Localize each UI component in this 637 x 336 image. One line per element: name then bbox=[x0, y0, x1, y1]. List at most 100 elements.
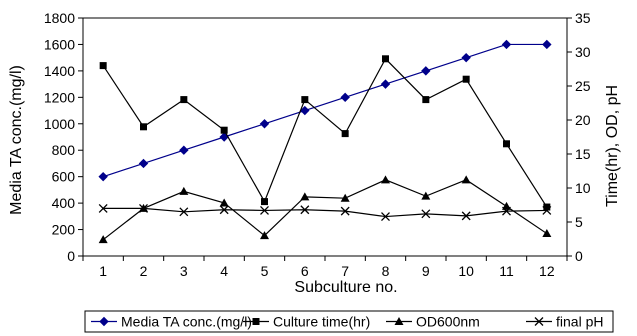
x-tick-label: 9 bbox=[422, 263, 430, 279]
y-left-tick-label: 1600 bbox=[44, 36, 75, 52]
data-point bbox=[98, 171, 108, 182]
y-axis-left-title: Media TA conc.(mg/l) bbox=[8, 65, 25, 215]
y-left-tick-label: 400 bbox=[52, 195, 76, 211]
data-point bbox=[542, 39, 552, 50]
legend-label: Media TA conc.(mg/l) bbox=[121, 314, 252, 330]
x-tick-label: 12 bbox=[539, 263, 555, 279]
data-point bbox=[261, 198, 268, 206]
y-left-tick-label: 1400 bbox=[44, 63, 75, 79]
legend-label: OD600nm bbox=[416, 314, 480, 330]
x-tick-label: 7 bbox=[341, 263, 349, 279]
x-tick-label: 3 bbox=[180, 263, 188, 279]
data-point bbox=[220, 126, 228, 134]
plot-frame bbox=[82, 17, 568, 257]
y-right-tick-label: 35 bbox=[575, 10, 591, 26]
data-point bbox=[140, 123, 147, 131]
data-point bbox=[502, 206, 511, 216]
series-3 bbox=[98, 203, 552, 222]
series-layer bbox=[98, 39, 552, 244]
data-point bbox=[179, 186, 189, 195]
y-right-tick-label: 30 bbox=[575, 44, 591, 60]
data-point bbox=[542, 205, 552, 215]
data-point bbox=[219, 198, 229, 207]
legend-entry: final pH bbox=[526, 314, 603, 330]
data-point bbox=[179, 145, 189, 155]
data-point bbox=[340, 193, 350, 202]
data-point bbox=[300, 205, 310, 215]
data-point bbox=[341, 130, 349, 138]
data-point bbox=[340, 206, 350, 216]
data-point bbox=[259, 119, 270, 129]
legend-entry: OD600nm bbox=[386, 314, 480, 330]
x-tick-label: 5 bbox=[261, 263, 269, 279]
axes: 0 200 400 600 800 1000 1200 1400 1600 1800 0 5 10 15 2… bbox=[44, 10, 591, 279]
y-right-tick-label: 0 bbox=[575, 248, 583, 264]
data-point bbox=[98, 235, 108, 244]
data-point bbox=[300, 192, 310, 201]
data-point bbox=[99, 62, 107, 70]
data-point bbox=[301, 96, 309, 104]
legend-entry: Culture time(hr) bbox=[243, 314, 370, 330]
data-point bbox=[260, 205, 269, 215]
data-point bbox=[502, 201, 511, 210]
legend-box bbox=[84, 310, 614, 333]
y-left-tick-label: 600 bbox=[52, 169, 76, 185]
data-point bbox=[501, 39, 512, 50]
data-point bbox=[180, 96, 188, 104]
legend-marker bbox=[99, 316, 109, 327]
series-line bbox=[103, 207, 547, 218]
data-point bbox=[382, 55, 389, 63]
data-point bbox=[380, 79, 391, 89]
x-tick-label: 4 bbox=[220, 263, 228, 279]
y-axis-right-title: Time(hr), OD, pH bbox=[604, 85, 621, 207]
series-line bbox=[102, 57, 548, 208]
series-1 bbox=[99, 55, 551, 211]
x-tick-label: 11 bbox=[499, 263, 514, 279]
data-point bbox=[461, 175, 471, 184]
legend: Media TA conc.(mg/l) Culture time(hr) OD60… bbox=[84, 310, 614, 333]
data-point bbox=[139, 203, 148, 213]
y-left-tick-label: 800 bbox=[52, 142, 76, 158]
data-point bbox=[260, 231, 269, 240]
data-point bbox=[461, 52, 471, 63]
y-left-tick-label: 1000 bbox=[44, 116, 75, 132]
series-0 bbox=[98, 39, 552, 182]
legend-marker bbox=[394, 317, 404, 325]
series-line bbox=[102, 179, 548, 241]
data-point bbox=[381, 175, 390, 184]
data-point bbox=[179, 207, 189, 217]
data-point bbox=[219, 205, 229, 215]
data-point bbox=[461, 211, 471, 221]
data-point bbox=[138, 158, 149, 169]
y-left-tick-label: 1800 bbox=[44, 10, 75, 26]
data-point bbox=[543, 203, 551, 211]
data-point bbox=[340, 92, 350, 103]
legend-marker bbox=[534, 317, 544, 326]
x-tick-label: 2 bbox=[140, 263, 148, 279]
y-right-tick-label: 25 bbox=[575, 78, 591, 94]
data-point bbox=[421, 209, 431, 219]
x-tick-label: 10 bbox=[458, 263, 474, 279]
series-2 bbox=[98, 175, 552, 244]
y-left-tick-label: 1200 bbox=[44, 89, 75, 105]
data-point bbox=[542, 229, 552, 238]
data-point bbox=[503, 140, 510, 148]
y-right-tick-label: 15 bbox=[575, 146, 591, 162]
y-right-tick-label: 10 bbox=[575, 180, 591, 196]
x-tick-label: 8 bbox=[382, 263, 390, 279]
y-left-tick-label: 200 bbox=[52, 222, 76, 238]
y-right-tick-label: 20 bbox=[575, 112, 591, 128]
data-point bbox=[381, 212, 390, 222]
legend-label: final pH bbox=[556, 314, 603, 330]
data-point bbox=[421, 191, 431, 200]
legend-entry: Media TA conc.(mg/l) bbox=[91, 314, 252, 330]
data-point bbox=[98, 203, 108, 213]
data-point bbox=[422, 96, 430, 104]
x-axis-title: Subculture no. bbox=[294, 279, 397, 296]
series-line bbox=[102, 43, 547, 178]
x-tick-label: 6 bbox=[301, 263, 309, 279]
y-right-tick-label: 5 bbox=[575, 214, 583, 230]
y-left-tick-label: 0 bbox=[67, 248, 75, 264]
data-point bbox=[300, 105, 310, 116]
